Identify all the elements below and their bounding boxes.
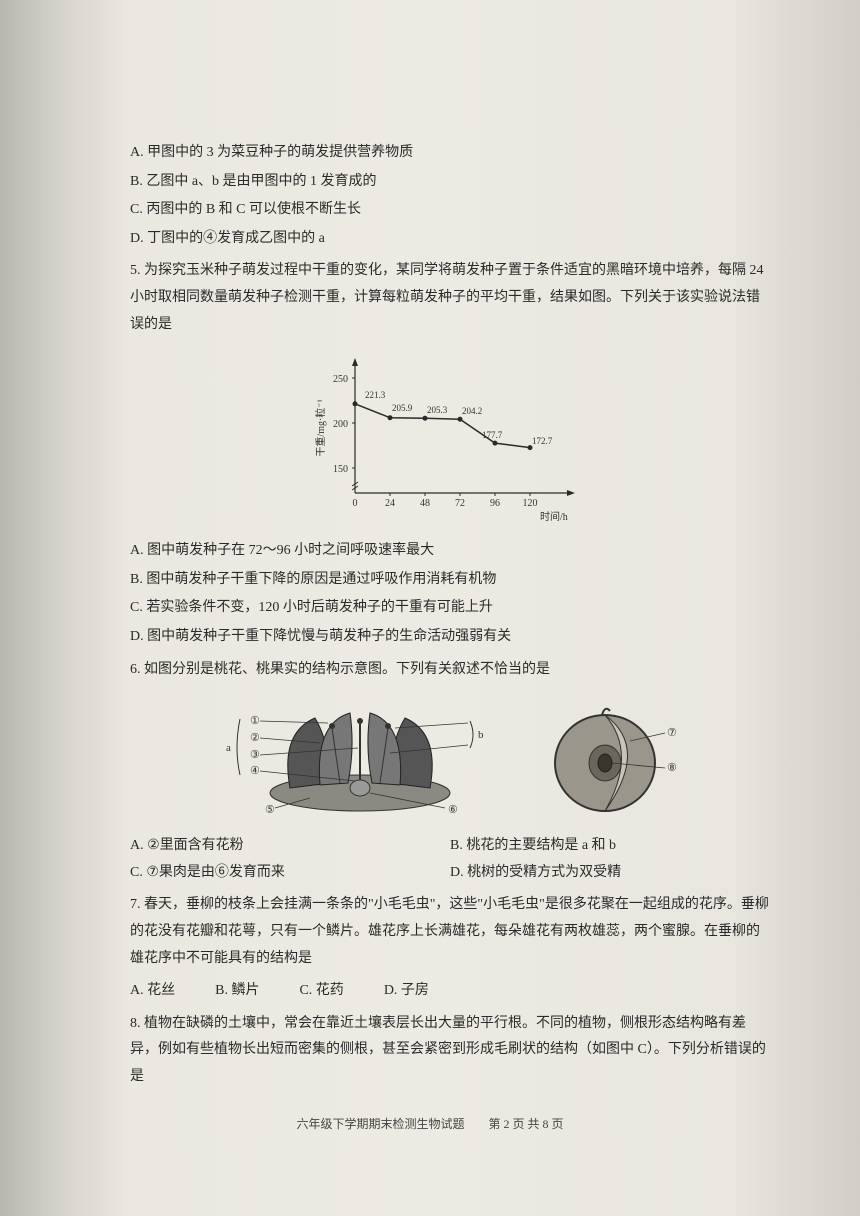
lbl-b: b [478,729,484,741]
lbl-2: ② [250,732,260,744]
ytick-200: 200 [333,419,348,430]
ylabel: 干重/mg·粒⁻¹ [314,400,327,457]
q4-option-a: A. 甲图中的 3 为菜豆种子的萌发提供营养物质 [130,140,770,167]
lbl-1: ① [250,715,260,727]
q5-option-c: C. 若实验条件不变，120 小时后萌发种子的干重有可能上升 [130,595,770,622]
q6-diagrams: ① ② ③ ④ ⑤ ⑥ a b [130,693,770,823]
q5-chart: 150 200 250 0 24 48 72 96 120 [310,348,590,528]
q6-stem: 6. 如图分别是桃花、桃果实的结构示意图。下列有关叙述不恰当的是 [130,657,770,684]
q7-option-a: A. 花丝 [130,978,175,1005]
q6-option-d: D. 桃树的受精方式为双受精 [450,860,770,887]
xtick-0: 0 [353,498,358,509]
flower-diagram: ① ② ③ ④ ⑤ ⑥ a b [220,693,500,823]
q4-option-b: B. 乙图中 a、b 是由甲图中的 1 发育成的 [130,169,770,196]
lbl-5: ⑤ [265,804,275,816]
q8-stem: 8. 植物在缺磷的土壤中，常会在靠近土壤表层长出大量的平行根。不同的植物，侧根形… [130,1011,770,1091]
xtick-96: 96 [490,498,500,509]
ytick-150: 150 [333,464,348,475]
xtick-72: 72 [455,498,465,509]
exam-page: A. 甲图中的 3 为菜豆种子的萌发提供营养物质 B. 乙图中 a、b 是由甲图… [0,0,860,1216]
lbl-6: ⑥ [448,804,458,816]
q4-option-d: D. 丁图中的④发育成乙图中的 a [130,226,770,253]
xtick-48: 48 [420,498,430,509]
lbl-a: a [226,742,231,754]
q6-options-row1: A. ②里面含有花粉 B. 桃花的主要结构是 a 和 b [130,833,770,860]
xlabel: 时间/h [540,510,568,523]
lbl-7: ⑦ [667,727,677,739]
dval-3: 204.2 [462,406,482,416]
dval-2: 205.3 [427,405,448,415]
q5-stem: 5. 为探究玉米种子萌发过程中干重的变化，某同学将萌发种子置于条件适宜的黑暗环境… [130,258,770,338]
lbl-3: ③ [250,749,260,761]
q6-option-b: B. 桃花的主要结构是 a 和 b [450,833,770,860]
q4-option-c: C. 丙图中的 B 和 C 可以使根不断生长 [130,197,770,224]
dval-1: 205.9 [392,403,413,413]
lbl-8: ⑧ [667,762,677,774]
fruit-diagram: ⑦ ⑧ [540,693,680,823]
q5-option-b: B. 图中萌发种子干重下降的原因是通过呼吸作用消耗有机物 [130,567,770,594]
page-footer: 六年级下学期期末检测生物试题 第 2 页 共 8 页 [0,1113,860,1136]
q6-option-a: A. ②里面含有花粉 [130,833,450,860]
dval-0: 221.3 [365,390,386,400]
xtick-24: 24 [385,498,395,509]
xtick-120: 120 [523,498,538,509]
ytick-250: 250 [333,374,348,385]
q7-option-b: B. 鳞片 [215,978,259,1005]
q5-option-a: A. 图中萌发种子在 72～96 小时之间呼吸速率最大 [130,538,770,565]
q7-options: A. 花丝 B. 鳞片 C. 花药 D. 子房 [130,978,770,1005]
dval-4: 177.7 [482,430,503,440]
q7-stem: 7. 春天，垂柳的枝条上会挂满一条条的"小毛毛虫"，这些"小毛毛虫"是很多花聚在… [130,892,770,972]
q5-option-d: D. 图中萌发种子干重下降忧慢与萌发种子的生命活动强弱有关 [130,624,770,651]
q6-options-row2: C. ⑦果肉是由⑥发育而来 D. 桃树的受精方式为双受精 [130,860,770,887]
q7-option-d: D. 子房 [384,978,429,1005]
q7-option-c: C. 花药 [299,978,343,1005]
lbl-4: ④ [250,765,260,777]
dval-5: 172.7 [532,436,553,446]
q6-option-c: C. ⑦果肉是由⑥发育而来 [130,860,450,887]
